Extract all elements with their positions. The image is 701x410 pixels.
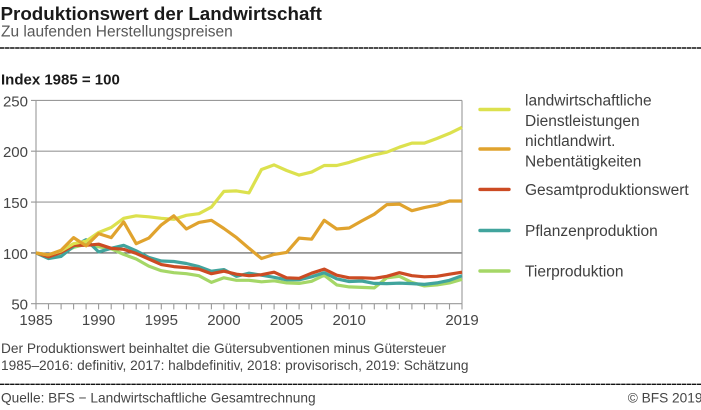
svg-text:Dienstleistungen: Dienstleistungen [525, 113, 640, 130]
svg-text:1985–2016: definitiv, 2017: ha: 1985–2016: definitiv, 2017: halbdefiniti… [1, 358, 468, 373]
svg-text:50: 50 [11, 297, 28, 314]
svg-text:Index 1985 = 100: Index 1985 = 100 [1, 72, 120, 89]
svg-text:2019: 2019 [445, 312, 478, 329]
svg-text:Zu laufenden Herstellungspreis: Zu laufenden Herstellungspreisen [1, 24, 233, 41]
svg-text:nichtlandwirt.: nichtlandwirt. [525, 133, 615, 150]
svg-text:100: 100 [3, 246, 28, 263]
svg-text:Gesamtproduktionswert: Gesamtproduktionswert [525, 182, 689, 199]
svg-text:Quelle: BFS − Landwirtschaftli: Quelle: BFS − Landwirtschaftliche Gesamt… [1, 391, 316, 406]
svg-text:1995: 1995 [145, 312, 178, 329]
svg-text:landwirtschaftliche: landwirtschaftliche [525, 92, 652, 109]
svg-text:150: 150 [3, 195, 28, 212]
svg-text:200: 200 [3, 144, 28, 161]
svg-text:2000: 2000 [207, 312, 240, 329]
svg-text:1985: 1985 [19, 312, 52, 329]
svg-text:250: 250 [3, 93, 28, 110]
svg-text:Pflanzenproduktion: Pflanzenproduktion [525, 223, 658, 240]
svg-text:1990: 1990 [82, 312, 115, 329]
svg-text:Nebentätigkeiten: Nebentätigkeiten [525, 154, 641, 171]
svg-text:Tierproduktion: Tierproduktion [525, 264, 624, 281]
svg-text:© BFS 2019: © BFS 2019 [628, 391, 701, 406]
svg-text:Produktionswert der Landwirtsc: Produktionswert der Landwirtschaft [1, 3, 323, 24]
svg-text:2005: 2005 [270, 312, 303, 329]
svg-text:Der Produktionswert beinhaltet: Der Produktionswert beinhaltet die Güter… [1, 341, 447, 356]
svg-text:2010: 2010 [333, 312, 366, 329]
